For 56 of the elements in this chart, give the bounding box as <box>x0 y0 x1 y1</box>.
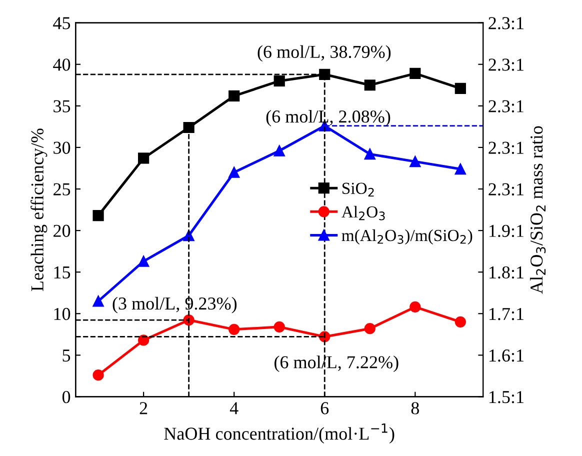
point <box>228 90 240 102</box>
y-tick-label: 5 <box>62 350 70 362</box>
point <box>454 163 466 175</box>
category-label: 1.9:1 <box>490 224 524 238</box>
point <box>274 75 285 87</box>
point <box>364 323 376 334</box>
point <box>364 80 376 91</box>
point <box>410 301 421 313</box>
category-label: 1.6:1 <box>490 349 524 362</box>
point <box>138 152 150 164</box>
y-tick-label: 20 <box>54 224 70 237</box>
point <box>274 321 285 332</box>
y-tick-label: 10 <box>54 308 70 320</box>
x-tick-label: 2 <box>140 402 148 414</box>
y-tick-label: 45 <box>53 17 70 30</box>
legend-label: SiO$_{2}$ <box>342 182 374 197</box>
category-label: 2.3:1 <box>488 58 524 71</box>
legend-label: Al$_{2}$O$_{3}$ <box>342 206 385 220</box>
x-tick-label: 8 <box>411 402 419 414</box>
x-tick-label: 4 <box>230 402 238 414</box>
x-tick-label: 6 <box>320 402 329 414</box>
annotation: (6 mol/L, 2.08%) <box>266 110 390 126</box>
category-label: 2.3:1 <box>488 100 524 112</box>
point <box>410 68 421 80</box>
point <box>92 296 104 307</box>
y-tick-label: 15 <box>54 266 70 279</box>
point <box>138 256 150 267</box>
y-tick-label: 25 <box>54 183 70 196</box>
point <box>454 316 466 328</box>
annotation: (6 mol/L, 7.22%) <box>274 356 398 372</box>
category-label: 1.7:1 <box>490 308 524 320</box>
y-axis-title: Leaching efficiency/% <box>30 128 48 292</box>
category-label: 2.3:1 <box>488 183 524 196</box>
y-tick-label: 40 <box>53 58 70 71</box>
x-axis-title: NaOH concentration/(mol·L$^{−1}$) <box>164 424 394 444</box>
point <box>364 148 376 160</box>
category-label: 2.3:1 <box>488 142 524 154</box>
point <box>274 145 285 156</box>
point <box>410 156 421 168</box>
point <box>138 334 150 346</box>
y-tick-label: 35 <box>54 100 70 112</box>
category-label: 1.5:1 <box>490 391 524 404</box>
y2-axis-title: Al$_{2}$O$_{3}$/SiO$_{2}$ mass ratio <box>530 126 546 294</box>
point <box>92 370 104 381</box>
annotation: (3 mol/L, 9.23%) <box>112 296 237 314</box>
legend-label: m(Al$_{2}$O$_{3}$)/m(SiO$_{2}$) <box>342 229 472 244</box>
point <box>454 82 466 94</box>
y-tick-label: 30 <box>54 142 70 154</box>
point <box>228 324 240 335</box>
category-label: 2.3:1 <box>488 17 524 30</box>
annotation: (6 mol/L, 38.79%) <box>258 45 391 62</box>
point <box>228 166 240 178</box>
point <box>183 122 194 134</box>
category-label: 1.8:1 <box>490 266 524 279</box>
point <box>92 210 104 222</box>
y-tick-label: 0 <box>62 390 70 404</box>
